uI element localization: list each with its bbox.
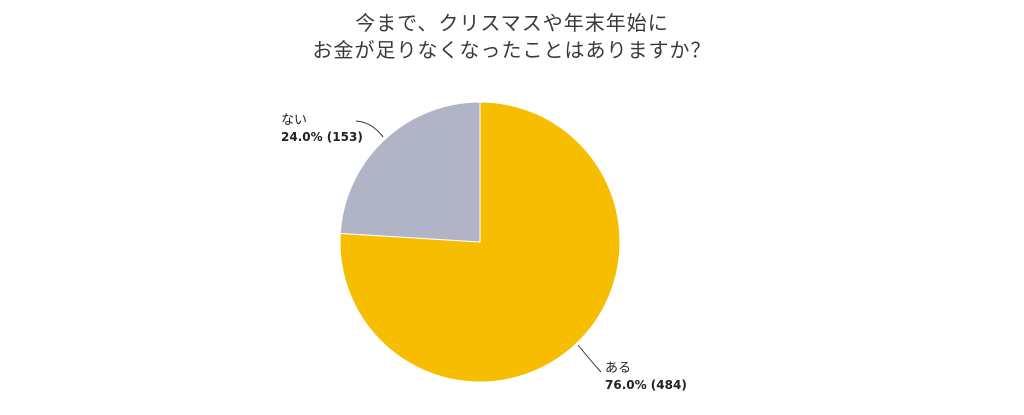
pie-slice-nai	[339, 101, 481, 243]
leader-line-nai	[355, 120, 384, 138]
slice-label-nai: ない	[281, 113, 307, 128]
chart-title: 今まで、クリスマスや年末年始に お金が足りなくなったことはありますか？	[0, 10, 1024, 64]
slice-value-nai: 24.0% (153)	[281, 130, 363, 144]
pie-slices	[339, 101, 621, 383]
slice-value-aru: 76.0% (484)	[605, 378, 687, 392]
leader-line-aru	[577, 344, 602, 373]
chart-title-line-1: 今まで、クリスマスや年末年始に	[355, 11, 669, 35]
pie-slice-aru	[339, 101, 621, 383]
slice-label-aru: ある	[605, 361, 631, 376]
chart-title-line-2: お金が足りなくなったことはありますか？	[312, 38, 712, 62]
